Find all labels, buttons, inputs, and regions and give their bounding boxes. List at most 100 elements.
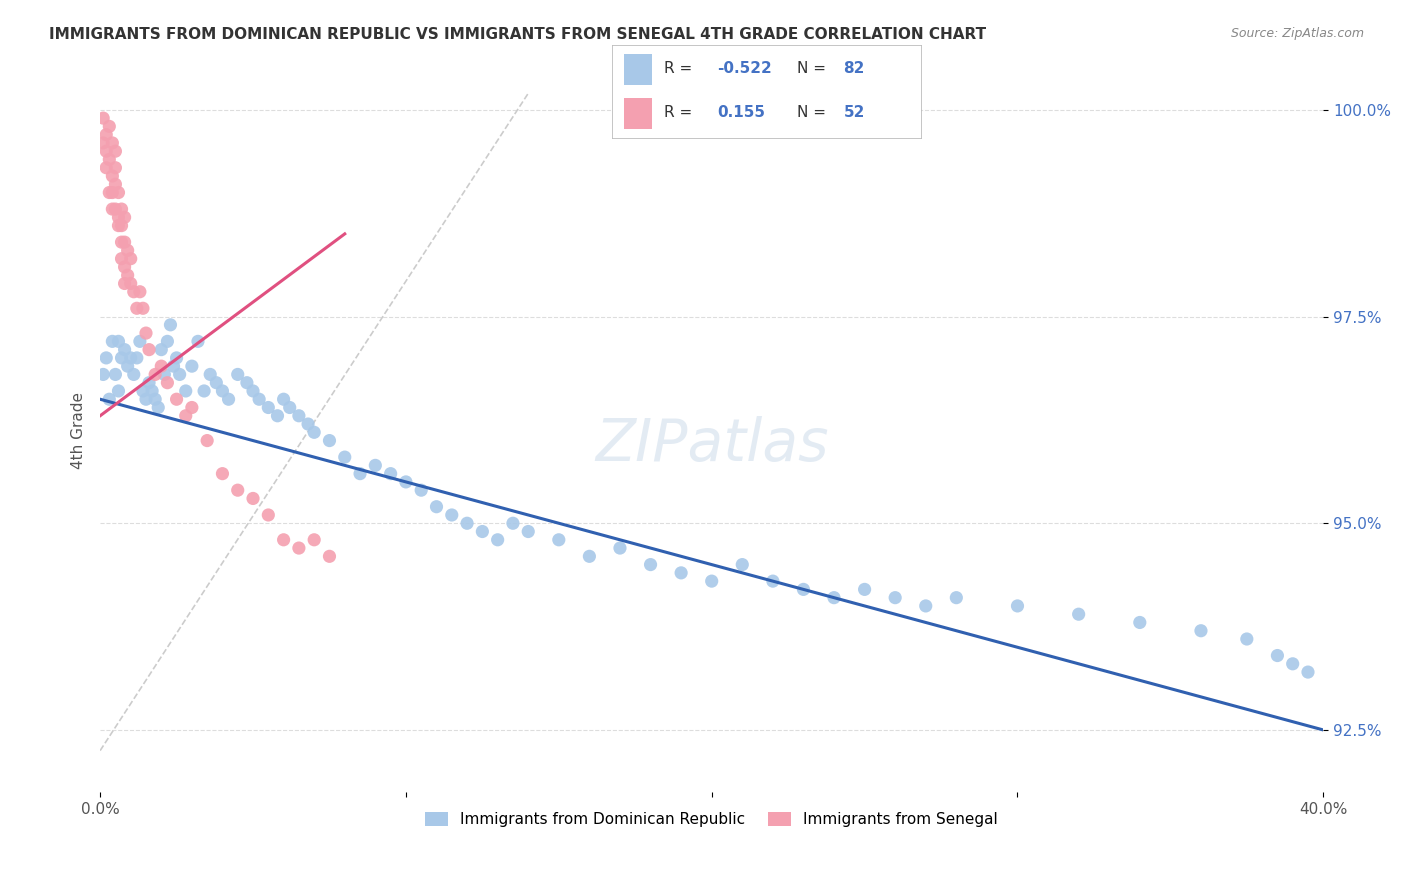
FancyBboxPatch shape xyxy=(624,54,652,85)
Point xyxy=(135,326,157,340)
Point xyxy=(169,368,191,382)
Point xyxy=(180,359,202,373)
Point xyxy=(333,450,356,464)
Point xyxy=(128,285,150,299)
Point xyxy=(440,508,463,522)
Text: R =: R = xyxy=(664,62,697,77)
Point xyxy=(150,359,173,373)
Point xyxy=(143,368,166,382)
Point xyxy=(218,392,240,407)
Point xyxy=(174,384,197,398)
Point xyxy=(120,277,142,291)
Point xyxy=(101,334,124,349)
Point xyxy=(98,186,121,200)
Point xyxy=(101,136,124,150)
Point xyxy=(211,384,233,398)
Point xyxy=(349,467,371,481)
Point xyxy=(380,467,402,481)
Point xyxy=(110,219,132,233)
Point xyxy=(205,376,228,390)
Text: 52: 52 xyxy=(844,105,865,120)
Text: N =: N = xyxy=(797,62,831,77)
Point xyxy=(101,202,124,216)
Point xyxy=(104,202,127,216)
Point xyxy=(159,318,181,332)
Point xyxy=(156,376,179,390)
Point xyxy=(547,533,569,547)
Point xyxy=(853,582,876,597)
Point xyxy=(104,368,127,382)
Point xyxy=(195,434,218,448)
Point xyxy=(226,368,249,382)
Point xyxy=(700,574,723,588)
Point xyxy=(148,401,170,415)
Point xyxy=(96,351,118,365)
Point xyxy=(762,574,785,588)
Point xyxy=(101,186,124,200)
Point xyxy=(138,376,160,390)
Point xyxy=(640,558,662,572)
Point xyxy=(242,384,264,398)
Point xyxy=(101,169,124,183)
Point xyxy=(98,153,121,167)
Text: N =: N = xyxy=(797,105,831,120)
Point xyxy=(273,392,295,407)
Point xyxy=(318,549,340,564)
Point xyxy=(297,417,319,431)
Point xyxy=(96,161,118,175)
Point xyxy=(120,351,142,365)
Point xyxy=(150,343,173,357)
Point xyxy=(200,368,222,382)
Point xyxy=(425,500,447,514)
Point xyxy=(107,219,129,233)
Point xyxy=(486,533,509,547)
Point xyxy=(107,334,129,349)
Point xyxy=(91,136,114,150)
Point xyxy=(166,392,188,407)
Point xyxy=(456,516,478,531)
Point xyxy=(236,376,259,390)
Point xyxy=(411,483,433,498)
Point xyxy=(107,186,129,200)
Point xyxy=(578,549,600,564)
Point xyxy=(823,591,845,605)
Point xyxy=(114,211,136,225)
Point xyxy=(114,277,136,291)
Point xyxy=(114,260,136,274)
Text: 0.155: 0.155 xyxy=(717,105,765,120)
Point xyxy=(226,483,249,498)
Point xyxy=(122,368,145,382)
Point xyxy=(945,591,967,605)
Point xyxy=(211,467,233,481)
Text: 82: 82 xyxy=(844,62,865,77)
Point xyxy=(914,599,936,613)
Point xyxy=(162,359,184,373)
Point xyxy=(669,566,692,580)
Point xyxy=(242,491,264,506)
Point xyxy=(1267,648,1289,663)
Point xyxy=(884,591,907,605)
Point xyxy=(107,384,129,398)
Point xyxy=(174,409,197,423)
Point xyxy=(91,368,114,382)
Text: ZIPatlas: ZIPatlas xyxy=(595,417,828,474)
Point xyxy=(96,128,118,142)
Point xyxy=(104,145,127,159)
Point xyxy=(257,508,280,522)
Legend: Immigrants from Dominican Republic, Immigrants from Senegal: Immigrants from Dominican Republic, Immi… xyxy=(418,805,1005,835)
Point xyxy=(117,268,139,283)
Text: R =: R = xyxy=(664,105,697,120)
Point xyxy=(122,285,145,299)
Point xyxy=(187,334,209,349)
Point xyxy=(180,401,202,415)
Point xyxy=(166,351,188,365)
Point xyxy=(125,351,148,365)
Point xyxy=(193,384,215,398)
Point xyxy=(288,409,311,423)
Point xyxy=(153,368,176,382)
Point xyxy=(98,120,121,134)
Point xyxy=(156,334,179,349)
Point xyxy=(91,111,114,125)
Point xyxy=(257,401,280,415)
Point xyxy=(395,475,418,489)
